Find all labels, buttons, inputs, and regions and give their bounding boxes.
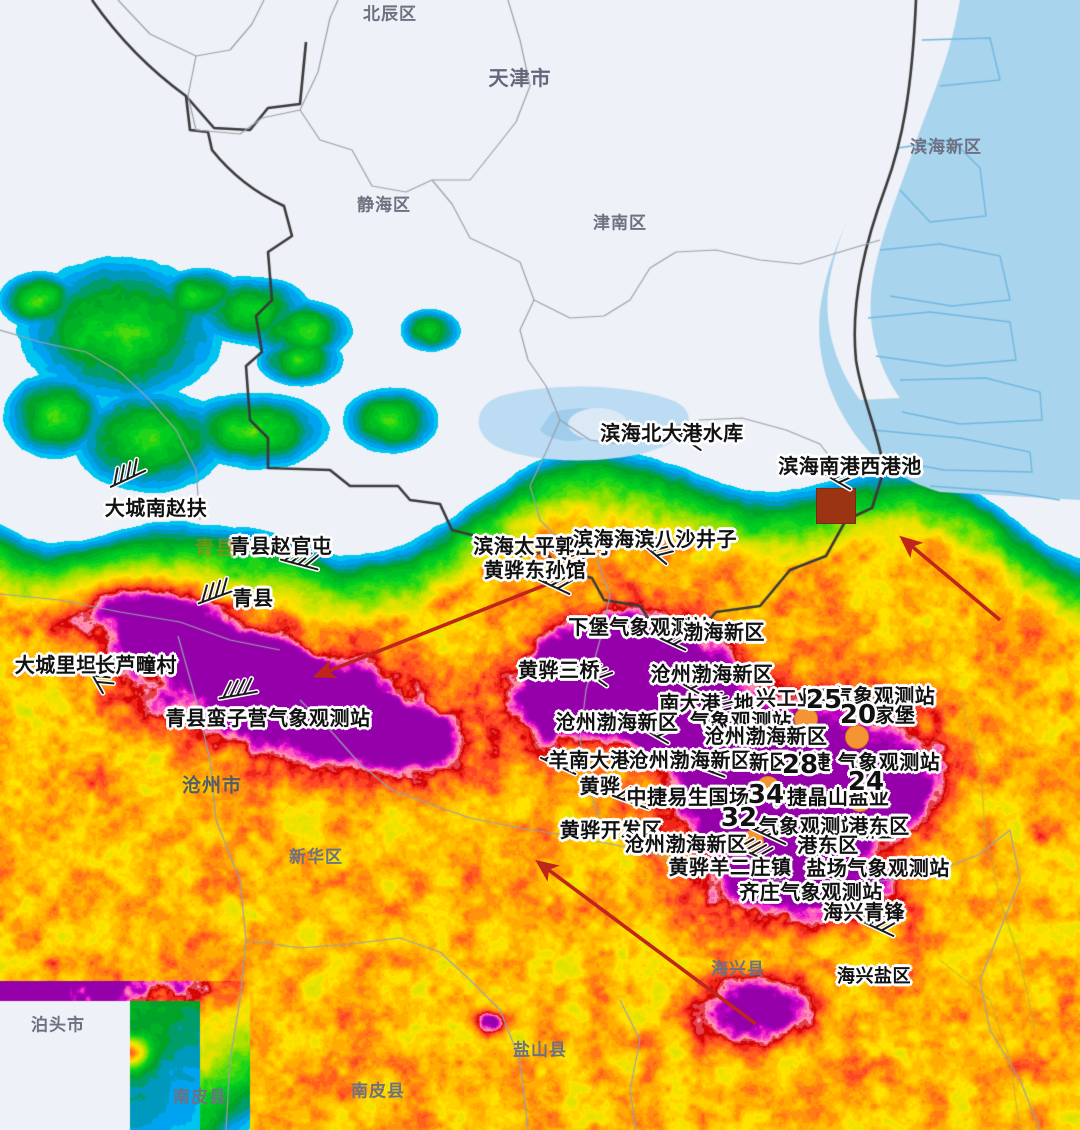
region-label: 南皮县: [351, 1081, 405, 1102]
station-value-label: 24: [847, 767, 885, 797]
wind-barb-icon: [663, 656, 716, 704]
station-label[interactable]: 地: [733, 691, 755, 715]
wind-barb-icon: [800, 846, 852, 889]
station-label[interactable]: 气象观测站: [758, 814, 862, 838]
wind-barb-icon: [646, 613, 699, 659]
wind-barb-icon: [530, 557, 583, 603]
station-label[interactable]: 渤海新区: [683, 620, 765, 644]
station-label[interactable]: 青县: [232, 586, 274, 610]
station-dot-1[interactable]: [845, 725, 869, 749]
station-label[interactable]: 下堡气象观测站: [568, 615, 712, 639]
wind-barb-icon: [536, 737, 589, 783]
station-label[interactable]: 兴工业区: [756, 686, 838, 710]
region-label: 北辰区: [363, 4, 417, 25]
region-label: 南皮县: [173, 1087, 227, 1108]
region-label: 海兴盐区: [837, 966, 911, 987]
station-label[interactable]: 齐庄气象观测站: [739, 880, 883, 904]
station-label[interactable]: 青县赵官屯: [229, 534, 333, 558]
station-label[interactable]: 沧州渤海新区: [650, 662, 774, 686]
region-label: 海兴县: [711, 959, 765, 980]
station-label[interactable]: 沧州渤海新区: [624, 832, 748, 856]
wind-barb-icon: [811, 450, 864, 498]
region-label: 新华区: [289, 847, 343, 868]
station-value-label: 20: [839, 700, 877, 730]
station-label[interactable]: 黄骅东孙馆: [483, 558, 587, 582]
region-label: 天津市: [488, 66, 552, 90]
station-label[interactable]: 气象观测站: [837, 750, 941, 774]
wind-barb-icon: [696, 676, 749, 727]
station-label[interactable]: 南大港: [659, 691, 721, 715]
station-label[interactable]: 气象观测站: [832, 684, 936, 708]
wind-barb-icon: [277, 538, 327, 578]
station-value-label: 28: [781, 750, 819, 780]
station-label[interactable]: 气象观测站: [689, 709, 793, 733]
station-label[interactable]: 中捷晶山盐业: [766, 785, 890, 809]
wind-barb-icon: [629, 704, 682, 752]
station-dot-3[interactable]: [848, 788, 872, 812]
station-label[interactable]: 海兴青锋: [823, 900, 905, 924]
station-label[interactable]: 滨海太平郭庄子: [473, 534, 617, 558]
wind-barb-icon: [730, 825, 783, 871]
region-label: 盐山县: [513, 1040, 567, 1061]
station-value-label: 25: [805, 685, 843, 715]
station-value-label: 32: [720, 803, 758, 833]
wind-barb-icon: [746, 807, 799, 853]
station-label[interactable]: 羊南大港水厂: [548, 748, 672, 772]
station-label[interactable]: 盐场气象观测站: [806, 856, 950, 880]
station-label[interactable]: 黄骅: [579, 774, 621, 798]
station-label[interactable]: 沧州渤海新区: [628, 748, 752, 772]
wind-barb-icon: [608, 774, 660, 817]
wind-barb-icon: [854, 899, 907, 945]
wind-barb-icon: [214, 669, 263, 706]
station-label[interactable]: 大城南赵扶: [104, 496, 208, 520]
station-label[interactable]: 青县: [194, 536, 236, 560]
station-label[interactable]: 黄骅开发区: [559, 818, 663, 842]
station-dot-0[interactable]: [794, 707, 818, 731]
region-label: 沧州市: [181, 774, 243, 797]
wind-barb-icon: [811, 676, 861, 716]
station-value-label: 34: [747, 780, 785, 810]
station-dot-2[interactable]: [756, 776, 780, 800]
station-label[interactable]: 黄骅三桥: [518, 658, 600, 682]
wind-barb-icon: [100, 449, 153, 495]
station-label[interactable]: 沧州渤海新区: [555, 710, 679, 734]
wind-barb-icon: [663, 409, 716, 459]
station-label[interactable]: 滨海北大港水库: [600, 421, 744, 445]
station-label[interactable]: 港东区: [848, 814, 910, 838]
region-label: 津南区: [593, 213, 647, 234]
wind-barb-icon: [76, 647, 124, 700]
wind-barb-icon: [189, 568, 241, 611]
wind-barb-icon: [543, 529, 596, 579]
station-label[interactable]: 港东区: [797, 833, 859, 857]
wind-barb-icon: [684, 742, 736, 785]
station-label[interactable]: 滨海南港西港池: [778, 454, 922, 478]
station-label[interactable]: 长芦疃村: [95, 653, 177, 677]
station-label[interactable]: 青县蛮子营气象观测站: [165, 706, 371, 730]
station-label[interactable]: 滨海海滨八沙井子: [573, 527, 737, 551]
station-label[interactable]: 中捷易生国场: [626, 785, 750, 809]
region-label: 泊头市: [31, 1015, 85, 1036]
station-label[interactable]: 黄骅羊二庄镇: [668, 855, 792, 879]
station-label[interactable]: 沧州渤海新区: [704, 724, 828, 748]
region-label: 滨海新区: [910, 137, 982, 158]
region-label: 静海区: [357, 195, 411, 216]
region-label: 渤海新区: [821, 821, 895, 842]
wind-barb-icon: [569, 645, 622, 695]
station-label[interactable]: 新区中捷: [749, 750, 831, 774]
wind-barb-icon: [631, 521, 684, 572]
station-label[interactable]: 大城里坦钊: [14, 653, 118, 677]
station-label[interactable]: 家堡: [874, 703, 916, 727]
square-site-marker-0[interactable]: [816, 488, 856, 524]
